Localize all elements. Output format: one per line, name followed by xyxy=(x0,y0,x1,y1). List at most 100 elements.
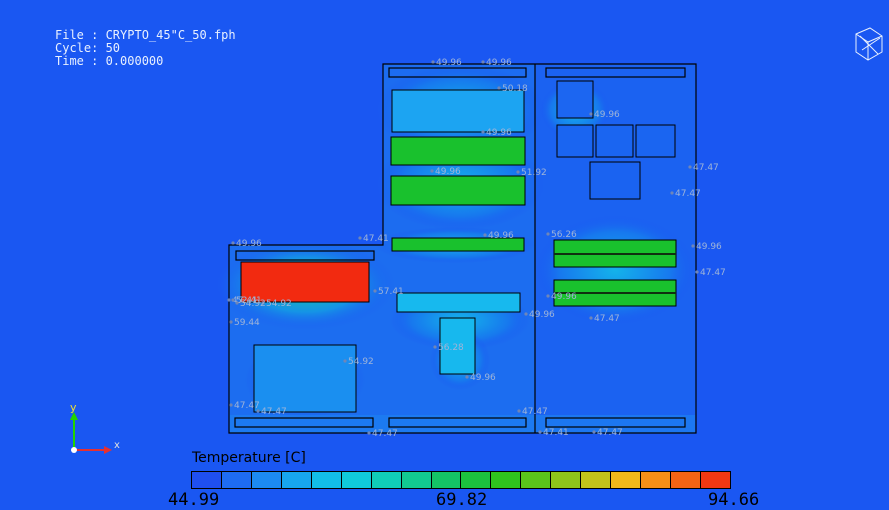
probe-label: 47.47 xyxy=(693,163,719,173)
legend-cell xyxy=(401,472,432,488)
axis-x-label: x xyxy=(114,440,120,451)
probe-label: 56.26 xyxy=(551,230,577,240)
probe-label: 49.96 xyxy=(486,128,512,138)
component-green-1 xyxy=(390,136,526,166)
component-r5 xyxy=(589,161,641,200)
legend-cell xyxy=(192,472,222,488)
probe-label: 54.92 xyxy=(348,357,374,367)
legend-mid: 69.82 xyxy=(436,490,488,510)
legend-cell xyxy=(461,472,492,488)
legend-cell xyxy=(551,472,582,488)
probe-label: 49.96 xyxy=(696,242,722,252)
legend-cell xyxy=(491,472,522,488)
component-top-box xyxy=(391,89,525,133)
probe-label: 47.47 xyxy=(597,428,623,438)
probe-marker xyxy=(481,130,485,134)
legend-cell xyxy=(251,472,282,488)
probe-marker xyxy=(373,289,377,293)
probe-label: 54.92 xyxy=(240,299,266,309)
components xyxy=(240,80,677,413)
legend-title: Temperature [C] xyxy=(192,450,306,466)
probe-label: 47.41 xyxy=(543,428,569,438)
probe-marker xyxy=(343,359,347,363)
legend-cell xyxy=(281,472,312,488)
legend-cell xyxy=(641,472,671,488)
probe-label: 54.92 xyxy=(266,299,292,309)
probe-label: 47.47 xyxy=(594,314,620,324)
legend-cell xyxy=(311,472,342,488)
probe-label: 47.41 xyxy=(363,234,389,244)
probe-marker xyxy=(358,236,362,240)
legend-cell xyxy=(371,472,402,488)
probe-label: 49.96 xyxy=(436,58,462,68)
probe-marker xyxy=(695,270,699,274)
legend-max: 94.66 xyxy=(708,490,760,510)
probe-label: 49.96 xyxy=(486,58,512,68)
probe-label: 57.41 xyxy=(378,287,404,297)
probe-label: 49.96 xyxy=(488,231,514,241)
probe-marker xyxy=(592,430,596,434)
component-green-2 xyxy=(390,175,526,206)
probe-marker xyxy=(497,86,501,90)
component-small-mid xyxy=(439,317,476,375)
component-r4 xyxy=(635,124,676,158)
component-green-3 xyxy=(391,237,525,252)
simulation-info: File : CRYPTO_45"C_50.fph Cycle: 50 Time :… xyxy=(55,29,236,68)
probe-marker xyxy=(670,191,674,195)
probe-marker xyxy=(524,312,528,316)
component-lower-left xyxy=(253,344,357,413)
probe-marker xyxy=(465,375,469,379)
component-mid-bar xyxy=(396,292,521,313)
probe-label: 49.96 xyxy=(470,373,496,383)
legend-cell xyxy=(700,472,730,488)
axis-triad: y x xyxy=(70,401,120,454)
probe-marker xyxy=(229,320,233,324)
probe-label: 52.41 xyxy=(236,296,262,306)
probe-marker xyxy=(231,241,235,245)
component-r3 xyxy=(595,124,634,158)
probe-label: 49.96 xyxy=(236,239,262,249)
enclosure-outline xyxy=(228,63,697,434)
probe-marker xyxy=(261,301,265,305)
probe-marker xyxy=(688,165,692,169)
probe-label: 47.47 xyxy=(700,268,726,278)
axis-y-label: y xyxy=(70,401,77,414)
probe-marker xyxy=(481,60,485,64)
probe-label: 49.96 xyxy=(529,310,555,320)
view-cube-icon[interactable] xyxy=(852,26,886,64)
legend-cell xyxy=(341,472,372,488)
cycle-line: Cycle: 50 xyxy=(55,41,121,55)
probe-marker xyxy=(431,60,435,64)
probe-marker xyxy=(546,294,550,298)
probe-label: 50.18 xyxy=(502,84,528,94)
probe-marker xyxy=(256,409,260,413)
probe-marker xyxy=(433,345,437,349)
probe-marker xyxy=(538,430,542,434)
probe-label: 49.96 xyxy=(594,110,620,120)
component-r2 xyxy=(556,124,594,158)
probe-marker xyxy=(430,169,434,173)
probe-label: 47.47 xyxy=(675,189,701,199)
probe-marker xyxy=(227,298,231,302)
probe-marker xyxy=(483,233,487,237)
probe-label: 47.47 xyxy=(372,429,398,439)
legend-cell xyxy=(431,472,462,488)
probe-marker xyxy=(589,316,593,320)
legend-cell xyxy=(221,472,252,488)
probe-marker xyxy=(231,298,235,302)
time-line: Time : 0.000000 xyxy=(55,54,164,68)
probe-marker xyxy=(517,409,521,413)
probe-marker xyxy=(516,170,520,174)
probe-label: 56.28 xyxy=(438,343,464,353)
probe-marker xyxy=(546,232,550,236)
file-line: File : CRYPTO_45"C_50.fph xyxy=(55,28,236,42)
probe-label: 59.44 xyxy=(234,318,260,328)
probe-marker xyxy=(589,112,593,116)
legend-cell xyxy=(671,472,701,488)
probe-label: 51.92 xyxy=(521,168,547,178)
legend-cell xyxy=(521,472,552,488)
probe-marker xyxy=(235,301,239,305)
probe-label: 49.96 xyxy=(551,292,577,302)
color-legend xyxy=(191,471,731,489)
component-r1 xyxy=(556,80,594,119)
